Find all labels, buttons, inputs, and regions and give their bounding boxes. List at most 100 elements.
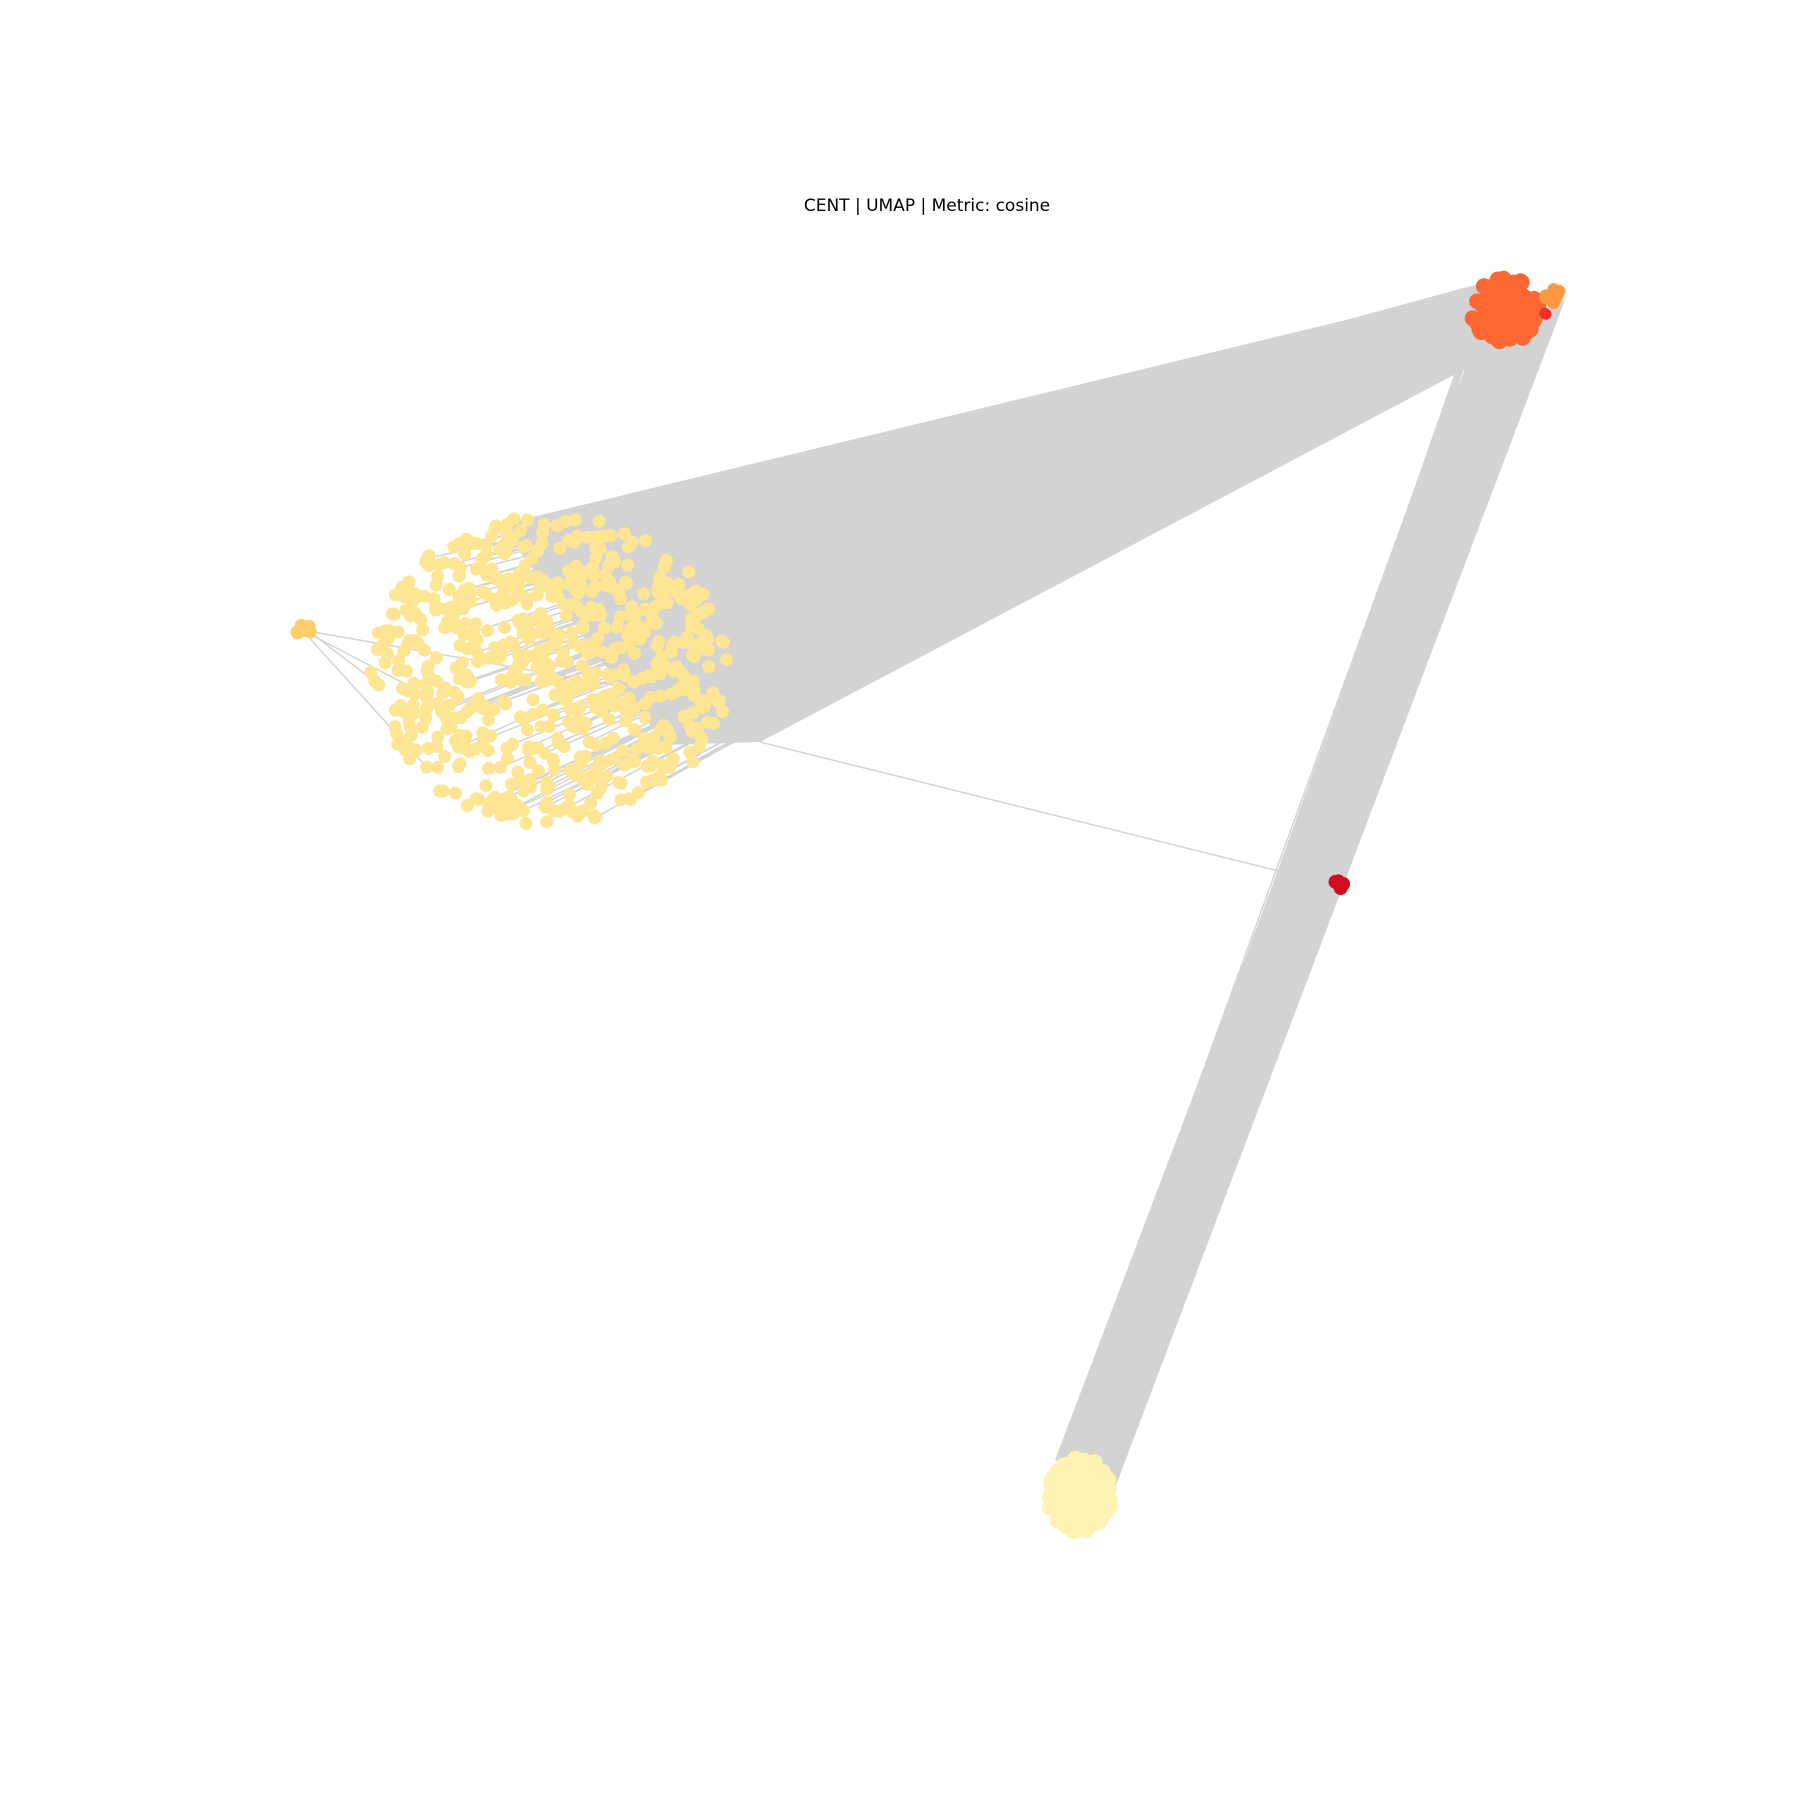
graph-node-large-pale-yellow [644,690,657,704]
graph-node-large-pale-yellow [610,620,624,634]
graph-node-large-pale-yellow [530,588,544,602]
graph-node-large-pale-yellow [636,587,650,601]
graph-node-large-pale-yellow [514,618,528,632]
graph-node-large-pale-yellow [547,804,561,818]
graph-node-large-pale-yellow [419,555,433,569]
graph-edge [563,324,1505,605]
graph-node-large-pale-yellow [540,815,554,829]
graph-node-large-pale-yellow [677,710,691,724]
graph-node-large-pale-yellow [611,585,625,599]
graph-node-large-pale-yellow [640,741,654,755]
graph-node-large-pale-yellow [616,744,630,758]
graph-edge [1105,312,1489,1479]
graph-node-large-pale-yellow [564,684,578,698]
graph-node-large-pale-yellow [660,553,673,567]
graph-node-large-pale-yellow [575,580,589,594]
graph-node-large-pale-yellow [463,587,477,601]
graph-edge [600,325,1501,778]
graph-node-large-pale-yellow [602,712,616,726]
graph-node-large-pale-yellow [617,663,631,677]
graph-edge [1105,303,1540,1501]
graph-node-large-pale-yellow [589,540,603,554]
graph-node-large-pale-yellow [548,763,561,777]
graph-node-large-pale-yellow [536,644,550,658]
graph-node-large-pale-yellow [469,562,483,576]
graph-node-large-pale-yellow [657,586,671,600]
graph-edge [1090,303,1485,1473]
graph-node-large-pale-yellow [469,742,483,755]
graph-node-large-pale-yellow [715,634,729,648]
graph-node-large-pale-yellow [452,537,466,551]
graph-node-large-pale-yellow [695,732,709,746]
graph-edge [644,331,1482,719]
graph-node-large-pale-yellow [665,687,678,701]
graph-node-large-pale-yellow [395,704,409,718]
graph-node-large-pale-yellow [485,529,499,543]
graph-edge [713,321,1526,725]
graph-node-middle-right-dark-red [1336,877,1351,891]
graph-node-large-pale-yellow [598,689,612,703]
graph-node-large-pale-yellow [608,555,622,569]
graph-node-top-right-orange [1479,280,1496,297]
graph-node-large-pale-yellow [511,660,525,674]
graph-node-top-right-light-orange [1547,296,1561,310]
graph-node-large-pale-yellow [403,609,417,623]
graph-node-large-pale-yellow [536,526,550,540]
graph-node-large-pale-yellow [386,607,399,621]
graph-edge [476,296,1526,570]
graph-node-large-pale-yellow [448,786,462,800]
graph-node-large-pale-yellow [614,641,628,655]
graph-node-large-pale-yellow [614,776,628,790]
graph-node-large-pale-yellow [429,651,443,665]
graph-node-large-pale-yellow [392,654,406,668]
graph-edge [468,291,1501,683]
graph-node-large-pale-yellow [481,713,495,727]
graph-node-large-pale-yellow [619,575,632,589]
graph-node-large-pale-yellow [576,619,590,633]
graph-node-top-right-orange [1515,325,1532,341]
graph-node-large-pale-yellow [505,574,519,588]
graph-node-large-pale-yellow [625,535,639,549]
graph-node-large-pale-yellow [453,757,467,771]
graph-node-large-pale-yellow [589,763,603,777]
graph-node-large-pale-yellow [587,809,601,823]
edge-layer [300,278,1565,1531]
graph-node-large-pale-yellow [697,642,710,656]
graph-node-large-pale-yellow [497,694,511,708]
graph-node-top-right-orange [1483,319,1500,336]
graph-node-large-pale-yellow [650,657,664,671]
graph-node-large-pale-yellow [416,623,430,637]
graph-edge [550,330,1486,589]
graph-node-large-pale-yellow [517,540,530,554]
graph-node-large-pale-yellow [438,681,452,695]
graph-edge [1099,281,1522,1522]
graph-node-large-pale-yellow [686,755,700,769]
graph-node-large-pale-yellow [430,740,444,753]
graph-node-large-pale-yellow [453,639,467,653]
graph-node-large-pale-yellow [456,741,470,755]
graph-node-large-pale-yellow [553,541,567,555]
graph-node-large-pale-yellow [720,653,733,666]
graph-node-large-pale-yellow [482,761,496,775]
graph-node-top-right-red [1540,308,1552,320]
graph-node-left-small-gold [301,624,315,638]
graph-node-large-pale-yellow [442,582,456,596]
graph-node-large-pale-yellow [409,590,423,604]
graph-node-large-pale-yellow [645,670,659,684]
graph-node-large-pale-yellow [514,710,527,724]
graph-node-large-pale-yellow [500,595,514,609]
graph-node-large-pale-yellow [506,737,519,751]
graph-node-large-pale-yellow [589,551,603,565]
graph-node-large-pale-yellow [628,646,641,660]
graph-node-large-pale-yellow [663,760,677,774]
graph-node-large-pale-yellow [563,702,577,716]
graph-node-large-pale-yellow [571,718,585,732]
graph-node-large-pale-yellow [476,702,490,715]
graph-edge [454,278,1498,565]
graph-edge [1075,286,1519,1494]
graph-node-large-pale-yellow [588,644,602,658]
graph-node-large-pale-yellow [414,613,428,627]
graph-edge [472,306,1515,544]
graph-node-large-pale-yellow [557,597,571,611]
graph-node-large-pale-yellow [479,540,493,553]
